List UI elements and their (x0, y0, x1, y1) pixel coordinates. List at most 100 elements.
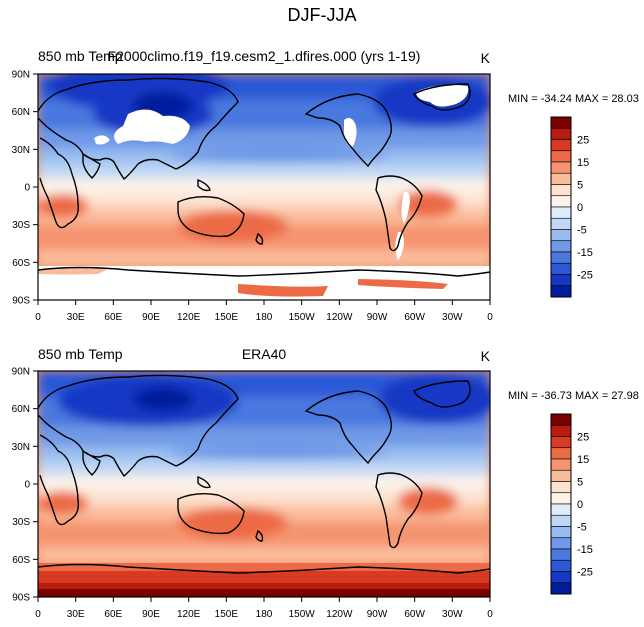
x-tick-label: 60W (404, 312, 425, 323)
panel1-field (38, 74, 490, 300)
colorbar-label: -5 (577, 225, 587, 237)
colorbar-swatch (550, 285, 572, 298)
figure-title: DJF-JJA (288, 5, 357, 25)
y-tick-label: 60N (12, 107, 30, 118)
colorbar-label: -25 (577, 567, 593, 579)
colorbar-label: 25 (577, 135, 589, 147)
y-tick-label: 90S (12, 593, 30, 604)
panel2-map (38, 371, 490, 597)
panel2-field (38, 371, 490, 597)
colorbar-swatch (550, 458, 572, 471)
y-tick-label: 90N (12, 367, 30, 378)
y-tick-label: 30S (12, 220, 30, 231)
x-tick-label: 120E (177, 609, 201, 620)
colorbar-label: 5 (577, 477, 583, 489)
colorbar-label: -15 (577, 247, 593, 259)
x-tick-label: 30E (67, 609, 85, 620)
y-tick-label: 60N (12, 404, 30, 415)
colorbar-swatch (550, 127, 572, 140)
panel2-left-title: 850 mb Temp (38, 346, 123, 362)
panel1-coastlines (38, 77, 490, 277)
colorbar-swatch (550, 184, 572, 197)
colorbar-swatch (550, 206, 572, 219)
panel2-colorbar: 25 15 5 0 -5 -15 -25 (550, 413, 593, 595)
colorbar-swatch (550, 413, 572, 426)
x-tick-label: 120W (326, 609, 353, 620)
x-tick-label: 0 (35, 609, 41, 620)
x-tick-label: 150E (215, 312, 239, 323)
panel-model: 850 mb Temp F2000climo.f19_f19.cesm2_1.d… (12, 48, 639, 323)
panel1-axes: 0 30E 60E 90E 120E 150E 180 150W 120W 90W 60W 30W 09… (12, 70, 494, 324)
colorbar-swatch (550, 481, 572, 494)
colorbar-swatch (550, 172, 572, 185)
x-tick-label: 90E (142, 609, 160, 620)
colorbar-swatch (550, 229, 572, 242)
colorbar-swatch (550, 492, 572, 505)
panel2-axes: 0 30E 60E 90E 120E 150E 180 150W 120W 90W 60W 30W 09… (12, 367, 494, 621)
y-tick-label: 60S (12, 258, 30, 269)
x-tick-label: 120E (177, 312, 201, 323)
panel2-coastlines (38, 374, 490, 574)
x-tick-label: 60W (404, 609, 425, 620)
colorbar-label: -25 (577, 270, 593, 282)
y-tick-label: 30N (12, 442, 30, 453)
x-tick-label: 90E (142, 312, 160, 323)
colorbar-label: -15 (577, 544, 593, 556)
colorbar-swatch (550, 274, 572, 287)
colorbar-swatch (550, 537, 572, 550)
x-tick-label: 0 (487, 609, 493, 620)
panel1-min-max: MIN = -34.24 MAX = 28.03 (508, 93, 639, 105)
x-tick-label: 0 (35, 312, 41, 323)
colorbar-swatch (550, 582, 572, 595)
x-tick-label: 90W (367, 312, 388, 323)
colorbar-swatch (550, 469, 572, 482)
colorbar-swatch (550, 548, 572, 561)
x-tick-label: 30W (442, 609, 463, 620)
colorbar-swatch (550, 436, 572, 449)
x-tick-label: 30E (67, 312, 85, 323)
colorbar-label: 0 (577, 202, 583, 214)
colorbar-swatch (550, 559, 572, 572)
colorbar-frame (550, 413, 572, 595)
panel1-units: K (481, 50, 491, 66)
colorbar-swatch (550, 571, 572, 584)
panel1-colorbar: 25 15 5 0 -5 -15 -25 (550, 116, 593, 298)
colorbar-swatch (550, 251, 572, 264)
x-tick-label: 150W (289, 312, 316, 323)
y-tick-label: 30S (12, 517, 30, 528)
colorbar-swatch (550, 262, 572, 275)
panel-obs: 850 mb Temp ERA40 K MIN = -36.73 MAX = 2… (12, 346, 639, 620)
panel2-units: K (481, 348, 491, 364)
colorbar-swatch (550, 503, 572, 516)
x-tick-label: 180 (256, 609, 273, 620)
y-tick-label: 90N (12, 70, 30, 81)
colorbar-swatch (550, 139, 572, 152)
y-tick-label: 0 (24, 183, 30, 194)
colorbar-swatch (550, 150, 572, 163)
panel2-min-max: MIN = -36.73 MAX = 27.98 (508, 390, 639, 402)
y-tick-label: 60S (12, 555, 30, 566)
colorbar-label: 0 (577, 499, 583, 511)
y-tick-label: 30N (12, 145, 30, 156)
colorbar-label: 5 (577, 180, 583, 192)
x-tick-label: 180 (256, 312, 273, 323)
y-tick-label: 0 (24, 480, 30, 491)
colorbar-swatch (550, 424, 572, 437)
colorbar-swatch (550, 161, 572, 174)
x-tick-label: 150W (289, 609, 316, 620)
colorbar-swatch (550, 514, 572, 527)
x-tick-label: 0 (487, 312, 493, 323)
x-tick-label: 30W (442, 312, 463, 323)
colorbar-swatch (550, 195, 572, 208)
colorbar-label: -5 (577, 522, 587, 534)
x-tick-label: 90W (367, 609, 388, 620)
panel2-center-title: ERA40 (242, 346, 287, 362)
x-tick-label: 60E (104, 312, 122, 323)
y-tick-label: 90S (12, 296, 30, 307)
colorbar-swatch (550, 217, 572, 230)
colorbar-label: 15 (577, 157, 589, 169)
panel1-left-title: 850 mb Temp (38, 48, 123, 64)
colorbar-swatch (550, 116, 572, 129)
colorbar-swatch (550, 526, 572, 539)
panel1-map (38, 74, 490, 300)
